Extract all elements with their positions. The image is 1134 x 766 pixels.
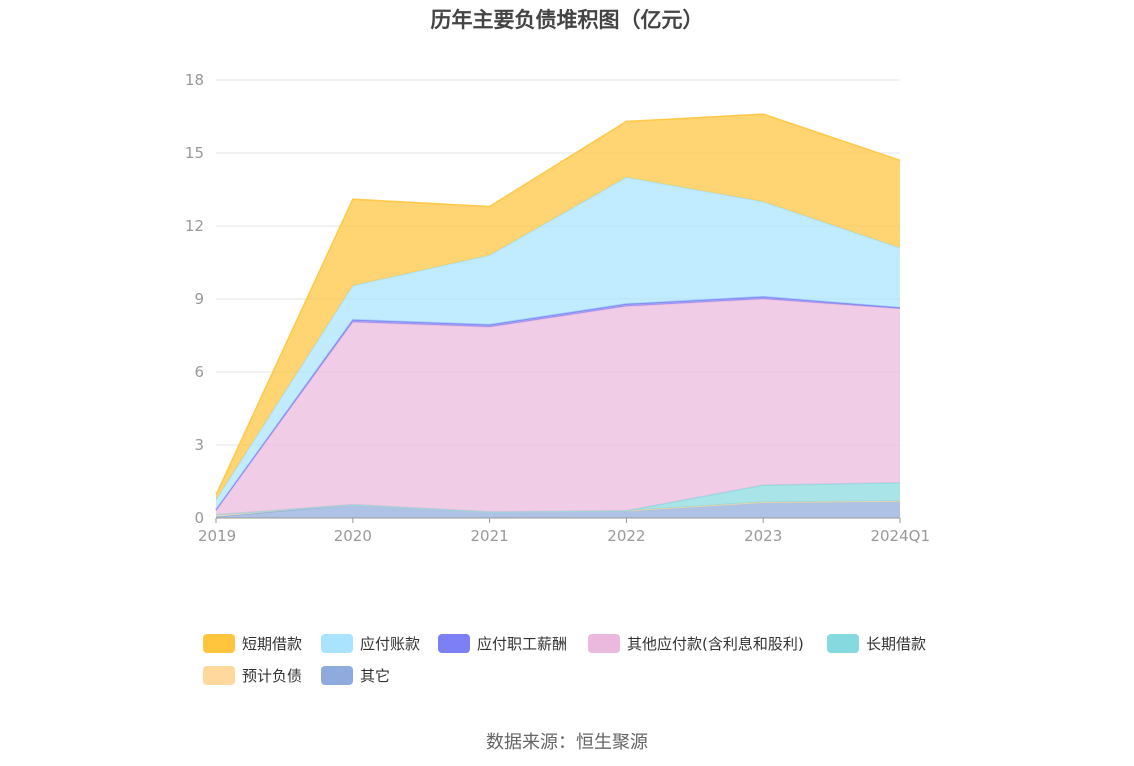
x-tick-label: 2019 <box>198 527 236 545</box>
legend-swatch <box>203 633 235 653</box>
series-area <box>216 114 900 500</box>
y-tick-label: 3 <box>194 436 204 454</box>
legend-item-short-term-loans[interactable]: 短期借款 <box>203 631 302 655</box>
legend-swatch <box>438 633 470 653</box>
y-tick-label: 12 <box>185 217 204 235</box>
x-tick-label: 2024Q1 <box>870 527 930 545</box>
legend-label: 其他应付款(含利息和股利) <box>627 634 804 653</box>
legend-swatch <box>321 665 353 685</box>
legend-swatch <box>588 633 620 653</box>
y-tick-label: 18 <box>185 71 204 89</box>
legend-item-provisions[interactable]: 预计负债 <box>203 663 302 687</box>
x-tick-label: 2022 <box>607 527 645 545</box>
legend-item-employee-payroll[interactable]: 应付职工薪酬 <box>438 631 567 655</box>
legend-swatch <box>321 633 353 653</box>
y-tick-label: 15 <box>185 144 204 162</box>
legend-item-long-term-loans[interactable]: 长期借款 <box>827 631 926 655</box>
legend-label: 应付账款 <box>360 634 421 653</box>
y-tick-label: 9 <box>194 290 204 308</box>
series-area <box>216 501 900 518</box>
legend-swatch <box>203 665 235 685</box>
x-tick-label: 2020 <box>334 527 372 545</box>
y-tick-label: 6 <box>194 363 204 381</box>
legend-label: 长期借款 <box>866 634 927 653</box>
legend-label: 短期借款 <box>242 634 303 653</box>
series-area <box>216 177 900 510</box>
series-area <box>216 482 900 515</box>
legend-item-accounts-payable[interactable]: 应付账款 <box>321 631 420 655</box>
series-line <box>215 113 901 496</box>
legend-label: 其它 <box>360 666 391 685</box>
legend-label: 预计负债 <box>242 666 303 685</box>
legend-item-other-payables[interactable]: 其他应付款(含利息和股利) <box>588 631 804 655</box>
legend-swatch <box>827 633 859 653</box>
y-tick-label: 0 <box>194 509 204 527</box>
x-tick-label: 2021 <box>471 527 509 545</box>
stacked-area-chart: 0 3 6 9 12 15 18 2019 2020 2021 2022 2023 2024Q1 <box>185 71 930 545</box>
chart-title: 历年主要负债堆积图（亿元） <box>430 8 704 32</box>
series-area <box>216 299 900 515</box>
data-source: 数据来源：恒生聚源 <box>486 732 648 753</box>
legend-item-other[interactable]: 其它 <box>321 663 390 687</box>
legend-label: 应付职工薪酬 <box>477 634 568 653</box>
x-tick-label: 2023 <box>744 527 782 545</box>
